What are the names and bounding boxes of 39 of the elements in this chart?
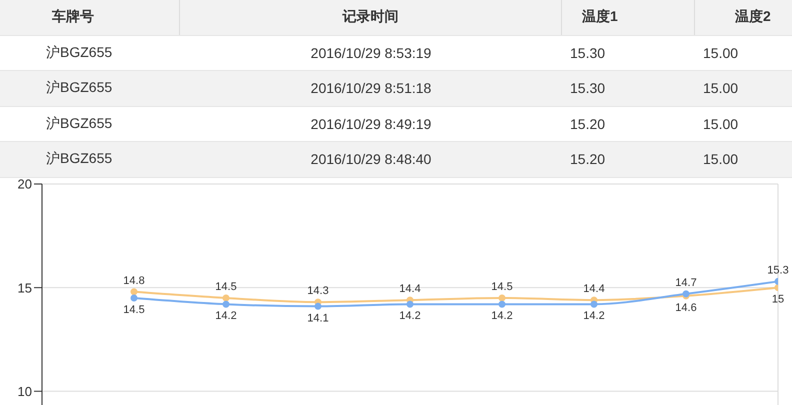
data-label: 15 — [772, 294, 784, 306]
text: 沪BGZ655 — [45, 114, 114, 133]
y-tick-label: 20 — [18, 176, 32, 192]
data-label: 14.5 — [123, 304, 145, 316]
text: 15.30 — [569, 79, 606, 98]
text: 2016/10/29 8:53:19 — [310, 44, 432, 63]
text: 沪BGZ655 — [45, 78, 114, 98]
data-label: 14.2 — [583, 310, 605, 322]
text: 温度1 — [562, 0, 695, 34]
y-tick-label: 10 — [18, 384, 32, 399]
data-label: 14.5 — [215, 281, 237, 293]
data-label: 14.7 — [675, 276, 697, 289]
data-label: 14.6 — [675, 302, 697, 314]
text: 沪BGZ655 — [45, 42, 114, 62]
text: 15.20 — [569, 114, 606, 134]
data-label: 14.2 — [399, 310, 421, 322]
text: 15.20 — [569, 150, 606, 170]
text: 2016/10/29 8:51:18 — [310, 79, 432, 98]
data-label: 14.2 — [491, 310, 513, 322]
text: 记录时间 — [180, 0, 562, 34]
data-label: 15.3 — [767, 264, 789, 276]
text: 15.00 — [702, 150, 740, 170]
text: 温度2 — [734, 7, 772, 26]
data-label: 14.8 — [123, 274, 145, 287]
text: 15.30 — [569, 44, 606, 63]
text: 车牌号 — [0, 0, 180, 34]
y-tick-label: 15 — [18, 280, 32, 296]
text: 15.00 — [702, 79, 740, 98]
data-label: 14.2 — [215, 310, 237, 322]
text: 15.00 — [702, 44, 740, 63]
text: 2016/10/29 8:48:40 — [310, 150, 432, 170]
data-label: 14.1 — [307, 312, 329, 324]
data-label: 14.4 — [583, 283, 605, 296]
data-label: 14.5 — [491, 281, 513, 293]
text: 15.00 — [702, 114, 740, 134]
text: 沪BGZ655 — [45, 149, 114, 168]
text: 2016/10/29 8:49:19 — [310, 114, 432, 134]
data-label: 14.3 — [307, 285, 329, 298]
data-label: 14.4 — [399, 283, 421, 296]
